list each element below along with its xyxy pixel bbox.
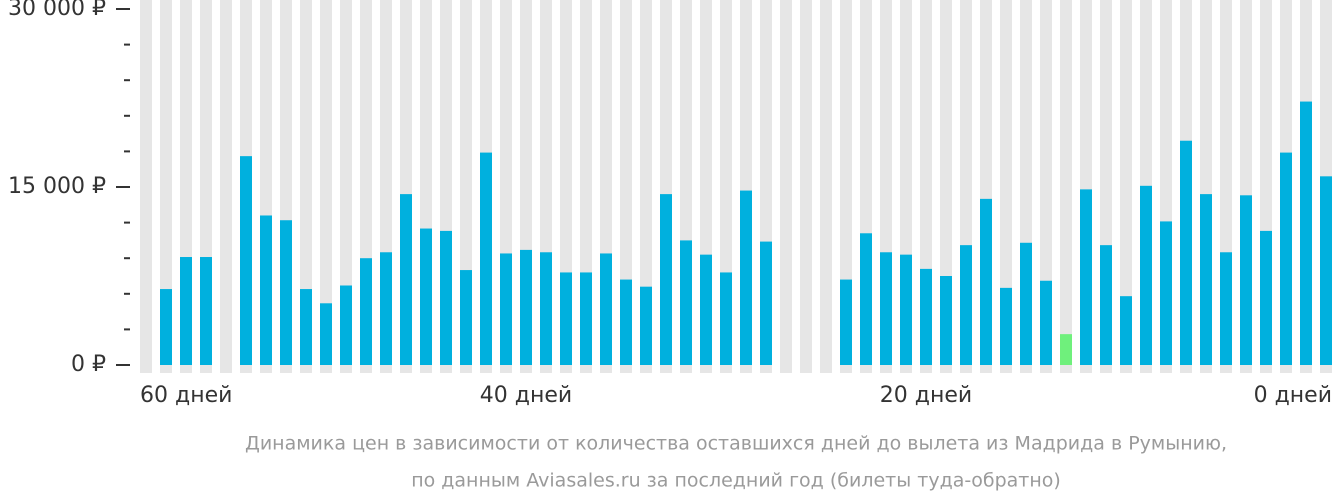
- caption: Динамика цен в зависимости от количества…: [245, 433, 1227, 455]
- bar: [1040, 280, 1052, 365]
- bar: [940, 276, 952, 365]
- bar: [320, 303, 332, 365]
- bar: [1080, 189, 1092, 365]
- bar: [520, 249, 532, 365]
- bar: [660, 194, 672, 365]
- y-tick-label: 30 000 ₽: [8, 0, 106, 21]
- y-tick-label: 15 000 ₽: [8, 174, 106, 199]
- bar: [580, 272, 592, 365]
- bar: [1300, 101, 1312, 365]
- x-tick-label: 20 дней: [880, 383, 972, 408]
- bar: [500, 253, 512, 365]
- column-background: [140, 0, 152, 373]
- y-tick-label: 0 ₽: [71, 352, 106, 377]
- bar: [1240, 195, 1252, 365]
- bar: [680, 240, 692, 365]
- bar: [700, 254, 712, 365]
- x-tick-label: 0 дней: [1254, 383, 1332, 408]
- column-background: [820, 0, 832, 373]
- bar: [920, 268, 932, 365]
- bar: [1000, 287, 1012, 365]
- bar: [960, 245, 972, 365]
- bar: [900, 254, 912, 365]
- bar: [1160, 221, 1172, 365]
- caption: по данным Aviasales.ru за последний год …: [411, 470, 1061, 492]
- bar: [200, 257, 212, 365]
- bar: [1120, 296, 1132, 365]
- bar: [740, 190, 752, 365]
- bar: [480, 152, 492, 365]
- bar: [980, 198, 992, 365]
- column-background: [640, 0, 652, 373]
- bar: [400, 194, 412, 365]
- bar: [280, 220, 292, 365]
- bar: [1060, 334, 1072, 365]
- bar: [1280, 152, 1292, 365]
- column-background: [160, 0, 172, 373]
- bar: [360, 258, 372, 365]
- bar: [840, 279, 852, 365]
- column-background: [300, 0, 312, 373]
- bar: [1140, 185, 1152, 365]
- bar: [460, 270, 472, 365]
- bar: [1220, 252, 1232, 365]
- bar: [240, 156, 252, 365]
- bar: [1020, 242, 1032, 365]
- bar: [160, 289, 172, 365]
- column-background: [800, 0, 812, 373]
- bar: [380, 252, 392, 365]
- bar: [720, 272, 732, 365]
- column-background: [1000, 0, 1012, 373]
- bar: [300, 289, 312, 365]
- bar: [440, 230, 452, 365]
- bar: [540, 252, 552, 365]
- bar: [560, 272, 572, 365]
- bar: [880, 252, 892, 365]
- bar: [340, 285, 352, 365]
- bar: [1320, 176, 1332, 365]
- bar: [1180, 140, 1192, 365]
- column-background: [1040, 0, 1052, 373]
- column-background: [220, 0, 232, 373]
- bar: [860, 233, 872, 365]
- x-tick-label: 40 дней: [480, 383, 572, 408]
- column-background: [1060, 0, 1072, 373]
- bar: [1260, 230, 1272, 365]
- bar: [620, 279, 632, 365]
- bar: [1200, 194, 1212, 365]
- bar: [600, 253, 612, 365]
- column-background: [1120, 0, 1132, 373]
- bar: [420, 228, 432, 365]
- bar: [1100, 245, 1112, 365]
- x-tick-label: 60 дней: [140, 383, 232, 408]
- bar: [180, 257, 192, 365]
- column-background: [320, 0, 332, 373]
- column-background: [340, 0, 352, 373]
- bar: [760, 241, 772, 365]
- column-background: [780, 0, 792, 373]
- bar: [260, 215, 272, 365]
- bar: [640, 286, 652, 365]
